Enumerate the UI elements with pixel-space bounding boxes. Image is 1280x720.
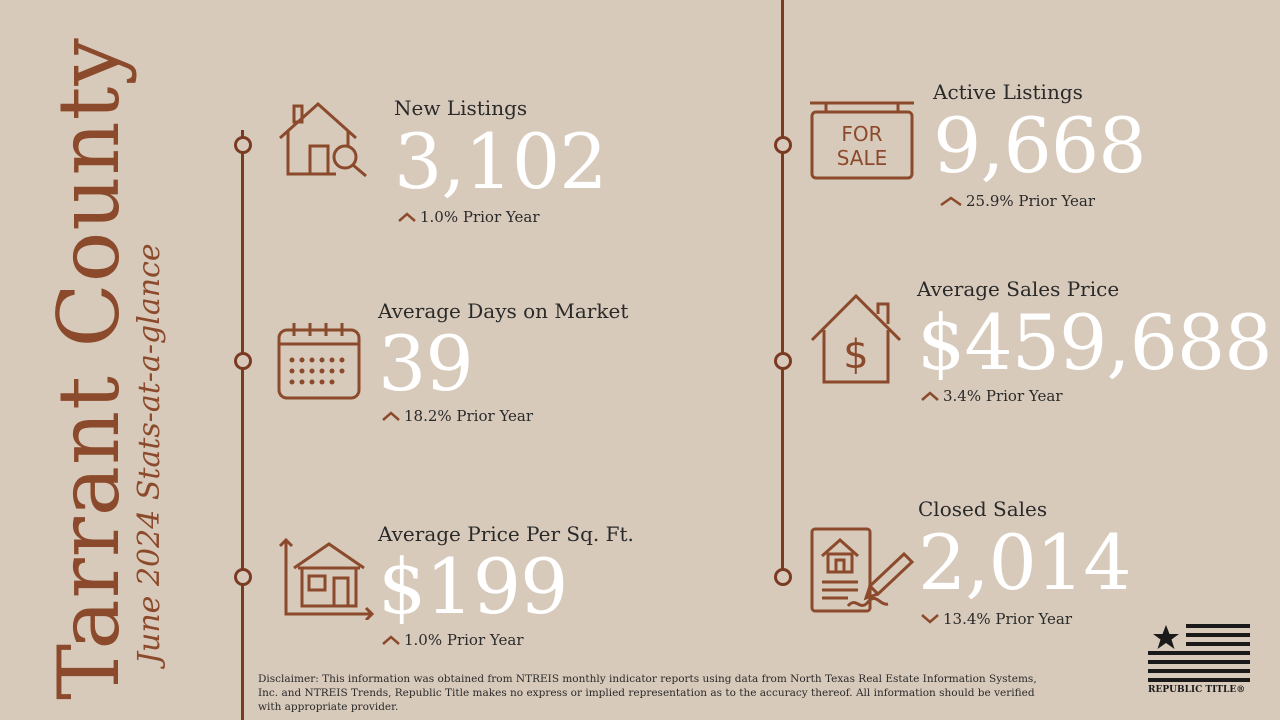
disclaimer: Disclaimer: This information was obtaine… <box>258 673 1037 713</box>
for-sale-sign-icon: FOR SALE <box>808 100 916 186</box>
active-listings-change-text: 25.9% Prior Year <box>966 192 1096 210</box>
closed-sales-label: Closed Sales <box>918 497 1048 521</box>
left-timeline <box>241 130 244 720</box>
price-per-sqft-change-text: 1.0% Prior Year <box>404 631 524 649</box>
new-listings-change: 1.0% Prior Year <box>398 208 540 226</box>
active-listings-change: 25.9% Prior Year <box>940 192 1095 210</box>
active-listings-value: 9,668 <box>933 101 1147 190</box>
house-search-icon <box>276 100 371 182</box>
closed-sales-value: 2,014 <box>918 518 1132 607</box>
days-on-market-change-text: 18.2% Prior Year <box>404 407 534 425</box>
timeline-dot <box>774 568 792 586</box>
avg-sales-price-value: $459,688 <box>917 298 1273 387</box>
timeline-dot <box>234 568 252 586</box>
new-listings-label: New Listings <box>394 96 528 120</box>
new-listings-value: 3,102 <box>394 117 608 206</box>
closed-sales-change-text: 13.4% Prior Year <box>943 610 1073 628</box>
timeline-dot <box>774 136 792 154</box>
days-on-market-value: 39 <box>378 319 474 408</box>
price-per-sqft-change: 1.0% Prior Year <box>382 631 524 649</box>
right-timeline <box>781 0 784 580</box>
avg-sales-price-change: 3.4% Prior Year <box>921 387 1063 405</box>
county-subtitle: June 2024 Stats-at-a-glance <box>132 243 167 664</box>
svg-text:$: $ <box>843 332 868 378</box>
new-listings-change-text: 1.0% Prior Year <box>420 208 540 226</box>
timeline-dot <box>234 352 252 370</box>
county-title-block: Tarrant County June 2024 Stats-at-a-glan… <box>40 0 200 700</box>
svg-text:SALE: SALE <box>837 146 888 170</box>
price-per-sqft-value: $199 <box>378 542 568 631</box>
days-on-market-label: Average Days on Market <box>378 299 629 323</box>
svg-text:FOR: FOR <box>841 122 882 146</box>
avg-sales-price-change-text: 3.4% Prior Year <box>943 387 1063 405</box>
down-arrow-icon <box>921 614 939 624</box>
up-arrow-icon <box>382 635 400 645</box>
house-dollar-icon: $ <box>808 292 908 390</box>
county-title: Tarrant County <box>40 37 138 700</box>
republic-title-wordmark: REPUBLIC TITLE® <box>1148 685 1246 695</box>
house-area-icon <box>276 537 375 624</box>
timeline-dot <box>234 136 252 154</box>
avg-sales-price-label: Average Sales Price <box>917 277 1120 301</box>
up-arrow-icon <box>382 411 400 421</box>
active-listings-label: Active Listings <box>933 80 1083 104</box>
up-arrow-icon <box>940 196 962 206</box>
days-on-market-change: 18.2% Prior Year <box>382 407 533 425</box>
price-per-sqft-label: Average Price Per Sq. Ft. <box>378 522 634 546</box>
closed-sales-change: 13.4% Prior Year <box>921 610 1072 628</box>
up-arrow-icon <box>398 212 416 222</box>
republic-title-logo <box>1146 622 1254 698</box>
timeline-dot <box>774 352 792 370</box>
up-arrow-icon <box>921 391 939 401</box>
contract-sign-icon <box>808 526 916 618</box>
calendar-icon <box>276 320 362 406</box>
